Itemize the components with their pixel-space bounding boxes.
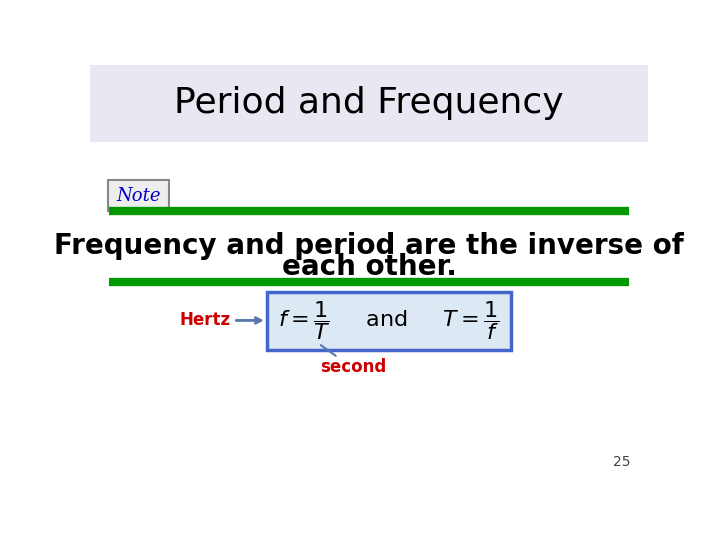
Text: 25: 25 (613, 455, 630, 469)
Text: Note: Note (117, 187, 161, 205)
Text: Period and Frequency: Period and Frequency (174, 86, 564, 120)
FancyBboxPatch shape (266, 292, 510, 350)
Text: Frequency and period are the inverse of: Frequency and period are the inverse of (54, 232, 684, 260)
Text: $f = \dfrac{1}{T}$     and     $T = \dfrac{1}{f}$: $f = \dfrac{1}{T}$ and $T = \dfrac{1}{f}… (277, 299, 499, 342)
Text: second: second (320, 357, 387, 376)
FancyBboxPatch shape (108, 180, 169, 211)
Text: each other.: each other. (282, 253, 456, 281)
Text: Hertz: Hertz (179, 312, 230, 329)
FancyBboxPatch shape (90, 65, 648, 142)
